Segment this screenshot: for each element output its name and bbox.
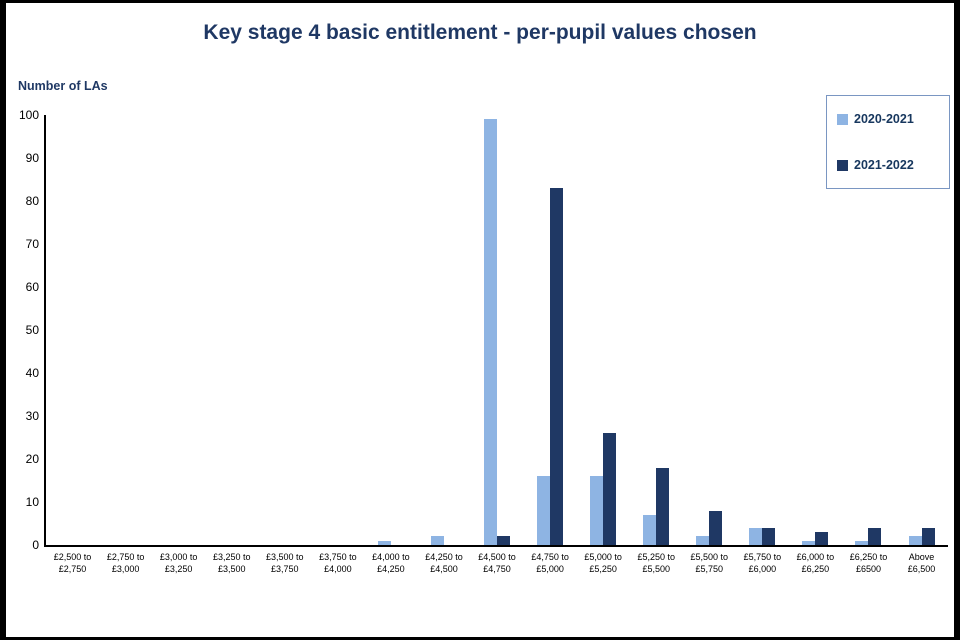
- x-axis-label: £4,000 to £4,250: [372, 552, 410, 575]
- y-axis-title: Number of LAs: [18, 79, 108, 93]
- y-tick-label: 10: [25, 495, 39, 509]
- bar-group: [736, 115, 789, 545]
- bar-2021-2022: [868, 527, 882, 545]
- x-axis-label: £6,000 to £6,250: [796, 552, 835, 575]
- chart-panel: Key stage 4 basic entitlement - per-pupi…: [6, 3, 954, 637]
- x-axis-labels: £2,500 to £2,750 £2,750 to £3,000 £3,000 to £…: [12, 551, 948, 575]
- bar-group: [205, 115, 258, 545]
- y-axis: 100 90 80 70 60 50 40 30 20 10 0: [12, 109, 44, 551]
- y-tick-label: 0: [32, 538, 39, 552]
- y-tick-label: 20: [25, 452, 39, 466]
- bar-2021-2022: [762, 527, 776, 545]
- y-tick-label: 30: [25, 409, 39, 423]
- bar-2020-2021: [377, 540, 391, 545]
- y-tick-label: 40: [25, 366, 39, 380]
- y-tick-label: 80: [25, 194, 39, 208]
- bar-group: [577, 115, 630, 545]
- x-axis-label: £5,500 to £5,750: [690, 552, 729, 575]
- x-axis-label: £5,750 to £6,000: [743, 552, 782, 575]
- bar-group: [683, 115, 736, 545]
- bar-group: [364, 115, 417, 545]
- bar-2020-2021: [537, 476, 551, 545]
- bar-group: [99, 115, 152, 545]
- bar-group: [471, 115, 524, 545]
- bar-2020-2021: [749, 527, 763, 545]
- bar-group: [311, 115, 364, 545]
- chart-area: 100 90 80 70 60 50 40 30 20 10 0 £2,500 to £2,750 £2…: [12, 109, 948, 575]
- legend: 2020-2021 2021-2022: [826, 95, 950, 189]
- x-axis-label: £4,500 to £4,750: [478, 552, 516, 575]
- legend-label: 2021-2022: [854, 158, 914, 172]
- bar-group: [46, 115, 99, 545]
- bar-group: [842, 115, 895, 545]
- x-axis-label: £2,750 to £3,000: [106, 552, 145, 575]
- bar-2021-2022: [603, 433, 617, 545]
- x-axis-label: £6,250 to £6500: [849, 552, 888, 575]
- bar-group: [417, 115, 470, 545]
- bar-2020-2021: [484, 119, 498, 545]
- x-axis-label: £4,750 to £5,000: [531, 552, 569, 575]
- plot-area: [44, 115, 948, 547]
- bar-2020-2021: [590, 476, 604, 545]
- bar-2021-2022: [497, 536, 511, 545]
- bar-2021-2022: [656, 467, 670, 545]
- bar-group: [789, 115, 842, 545]
- legend-label: 2020-2021: [854, 112, 914, 126]
- y-tick-label: 70: [25, 237, 39, 251]
- bar-2021-2022: [921, 527, 935, 545]
- x-axis-label: £5,250 to £5,500: [637, 552, 675, 575]
- bar-group: [258, 115, 311, 545]
- chart-title: Key stage 4 basic entitlement - per-pupi…: [203, 21, 757, 44]
- bar-2021-2022: [815, 532, 829, 545]
- x-axis-label: £4,250 to £4,500: [425, 552, 463, 575]
- bar-2020-2021: [802, 540, 816, 545]
- bar-group: [895, 115, 948, 545]
- x-axis-label: £3,500 to £3,750: [266, 552, 304, 575]
- y-tick-label: 90: [25, 151, 39, 165]
- bar-2020-2021: [643, 514, 657, 545]
- bar-2020-2021: [908, 536, 922, 545]
- bar-group: [630, 115, 683, 545]
- bar-2020-2021: [855, 540, 869, 545]
- bar-group: [152, 115, 205, 545]
- legend-swatch: [837, 113, 848, 125]
- y-tick-label: 50: [25, 323, 39, 337]
- x-axis-label: £3,750 to £4,000: [319, 552, 357, 575]
- bar-2020-2021: [696, 536, 710, 545]
- x-axis-label: £5,000 to £5,250: [584, 552, 622, 575]
- y-tick-label: 60: [25, 280, 39, 294]
- y-tick-label: 100: [18, 108, 39, 122]
- x-axis-label: £3,000 to £3,250: [159, 552, 198, 575]
- bar-2021-2022: [550, 188, 564, 545]
- legend-item: 2021-2022: [837, 158, 941, 172]
- x-axis-label: £3,250 to £3,500: [212, 552, 251, 575]
- bar-group: [524, 115, 577, 545]
- legend-swatch: [837, 159, 848, 171]
- bar-2020-2021: [430, 536, 444, 545]
- bar-2021-2022: [709, 510, 723, 545]
- legend-item: 2020-2021: [837, 112, 941, 126]
- x-axis-label: £2,500 to £2,750: [53, 552, 92, 575]
- x-axis-label: Above £6,500: [907, 552, 936, 575]
